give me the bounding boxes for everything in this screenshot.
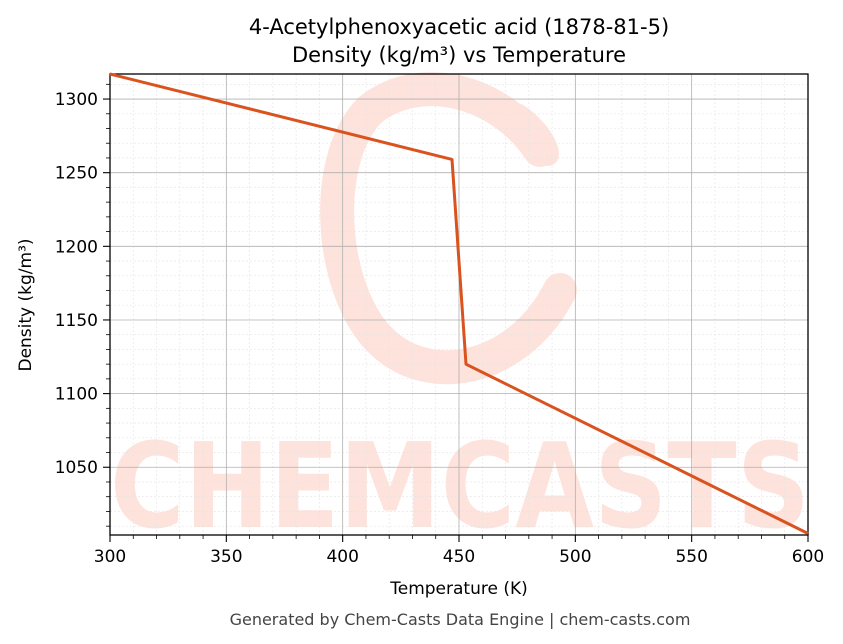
y-tick-label: 1250 — [55, 164, 98, 184]
watermark-logo-icon — [320, 72, 577, 385]
y-tick-label: 1150 — [55, 311, 98, 331]
y-tick-label: 1300 — [55, 90, 98, 110]
footer-credit: Generated by Chem-Casts Data Engine | ch… — [230, 610, 691, 629]
x-axis-label: Temperature (K) — [389, 579, 528, 599]
y-axis-label: Density (kg/m³) — [16, 238, 36, 371]
axis-ticks — [103, 83, 809, 542]
x-tick-label: 550 — [675, 547, 707, 567]
y-tick-label: 1050 — [55, 458, 98, 478]
density-series-line — [109, 72, 809, 535]
chart-title: 4-Acetylphenoxyacetic acid (1878-81-5) — [249, 15, 669, 39]
y-tick-label: 1100 — [55, 385, 98, 405]
y-tick-label: 1200 — [55, 237, 98, 257]
x-tick-labels: 300 350 400 450 500 550 600 — [94, 547, 824, 567]
x-tick-label: 350 — [210, 547, 242, 567]
x-tick-label: 500 — [559, 547, 591, 567]
chart-subtitle: Density (kg/m³) vs Temperature — [292, 43, 626, 67]
series-group — [109, 72, 809, 535]
watermark: CHEMCASTS — [110, 72, 810, 555]
x-tick-label: 400 — [326, 547, 358, 567]
x-tick-label: 450 — [443, 547, 475, 567]
x-tick-label: 600 — [792, 547, 824, 567]
y-tick-labels: 1050 1100 1150 1200 1250 1300 — [55, 90, 98, 478]
x-tick-label: 300 — [94, 547, 126, 567]
